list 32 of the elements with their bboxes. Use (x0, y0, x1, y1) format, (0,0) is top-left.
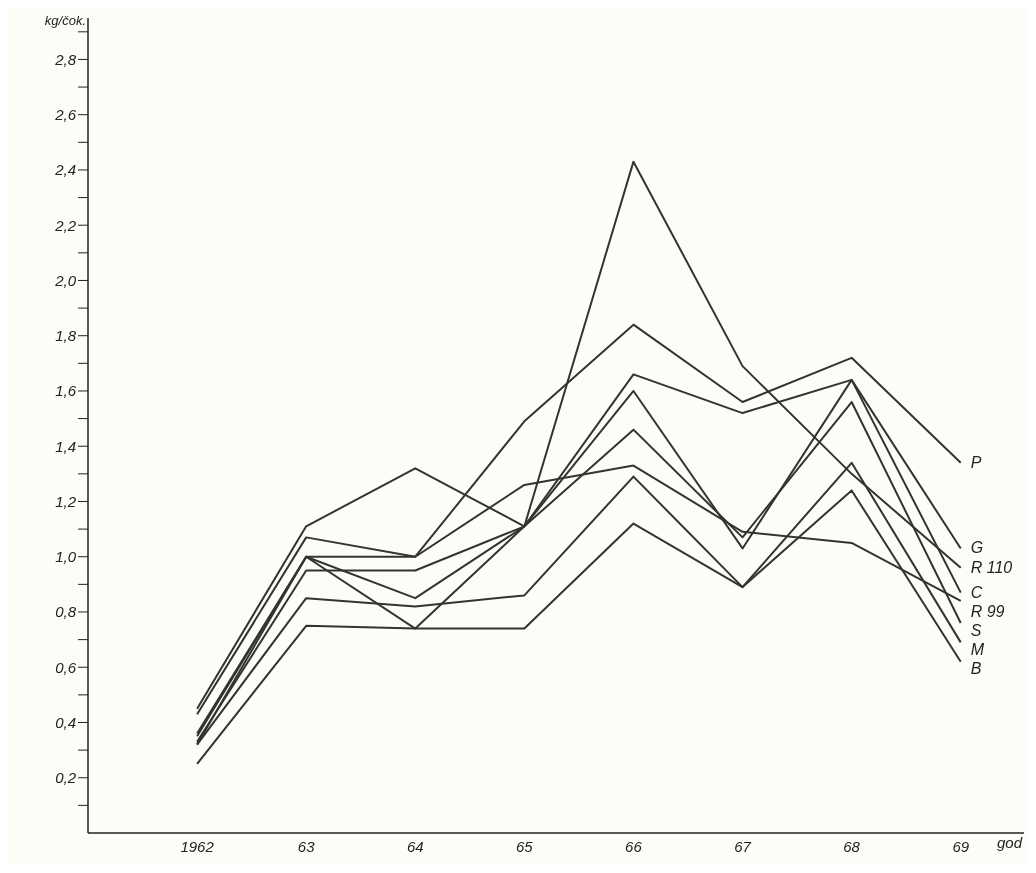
y-tick-label: 1,8 (55, 327, 77, 345)
y-tick-label: 1,0 (55, 548, 77, 566)
series-label: R 110 (970, 558, 1013, 576)
x-tick-label: 64 (406, 837, 424, 855)
x-axis-title: god (996, 833, 1023, 851)
x-tick-label: 1962 (180, 837, 215, 855)
x-tick-label: 63 (297, 837, 316, 855)
y-tick-label: 2,4 (54, 161, 76, 179)
y-tick-label: 1,6 (55, 382, 77, 400)
y-tick-label: 1,4 (55, 437, 76, 455)
series-label: G (970, 539, 984, 557)
series-label: C (970, 583, 983, 601)
series-label: B (970, 659, 982, 677)
y-tick-label: 0,2 (55, 769, 77, 787)
series-label: M (970, 640, 985, 658)
y-tick-label: 0,6 (55, 658, 77, 676)
y-tick-label: 2,6 (54, 106, 77, 124)
y-tick-label: 0,8 (55, 603, 77, 621)
x-tick-label: 66 (625, 837, 643, 855)
y-tick-label: 2,2 (54, 216, 77, 234)
x-tick-label: 68 (843, 837, 861, 855)
series-label: S (970, 621, 982, 639)
series-label: P (970, 453, 982, 471)
x-tick-label: 69 (952, 837, 970, 855)
y-tick-label: 2,0 (54, 271, 77, 289)
y-tick-label: 0,4 (55, 713, 76, 731)
x-tick-label: 65 (516, 837, 534, 855)
y-tick-label: 1,2 (55, 492, 77, 510)
y-tick-label: 2,8 (54, 50, 77, 68)
x-tick-label: 67 (734, 837, 752, 855)
y-axis-title: kg/čok. (44, 13, 86, 29)
series-label: R 99 (970, 602, 1005, 620)
